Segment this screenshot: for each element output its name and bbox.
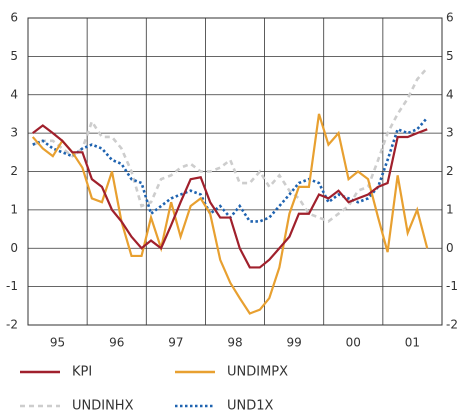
- y-tick-label: 1: [10, 202, 18, 216]
- legend-label: UND1X: [227, 399, 274, 412]
- y2-tick-label: 6: [446, 11, 454, 25]
- y2-tick-label: 4: [446, 87, 454, 101]
- y-tick-label: -2: [6, 318, 18, 332]
- y-tick-label: 0: [10, 241, 18, 255]
- legend-label: UNDINHX: [72, 399, 134, 412]
- series-line: [31, 113, 429, 315]
- y2-tick-label: 1: [446, 202, 454, 216]
- x-tick-label: 95: [50, 336, 65, 350]
- x-tick-label: 00: [346, 336, 361, 350]
- y-tick-label: 2: [10, 164, 18, 178]
- y-tick-label: -1: [6, 279, 18, 293]
- y-tick-label: 6: [10, 11, 18, 25]
- y-tick-label: 5: [10, 49, 18, 63]
- legend-label: UNDIMPX: [227, 365, 288, 380]
- y-tick-label: 4: [10, 87, 18, 101]
- y2-tick-label: -1: [446, 279, 458, 293]
- series-line: [32, 67, 429, 223]
- legend-label: KPI: [72, 365, 92, 380]
- x-tick-label: 01: [405, 336, 420, 350]
- y2-tick-label: 5: [446, 49, 454, 63]
- x-tick-label: 96: [109, 336, 124, 350]
- y2-tick-label: 2: [446, 164, 454, 178]
- y2-tick-label: 0: [446, 241, 454, 255]
- x-tick-label: 99: [287, 336, 302, 350]
- series-line: [32, 124, 428, 269]
- x-tick-label: 98: [227, 336, 242, 350]
- y2-tick-label: -2: [446, 318, 458, 332]
- x-tick-label: 97: [168, 336, 183, 350]
- y2-tick-label: 3: [446, 126, 454, 140]
- legend: KPI UNDIMPX UNDINHX UND1X: [20, 365, 288, 412]
- y-tick-label: 3: [10, 126, 18, 140]
